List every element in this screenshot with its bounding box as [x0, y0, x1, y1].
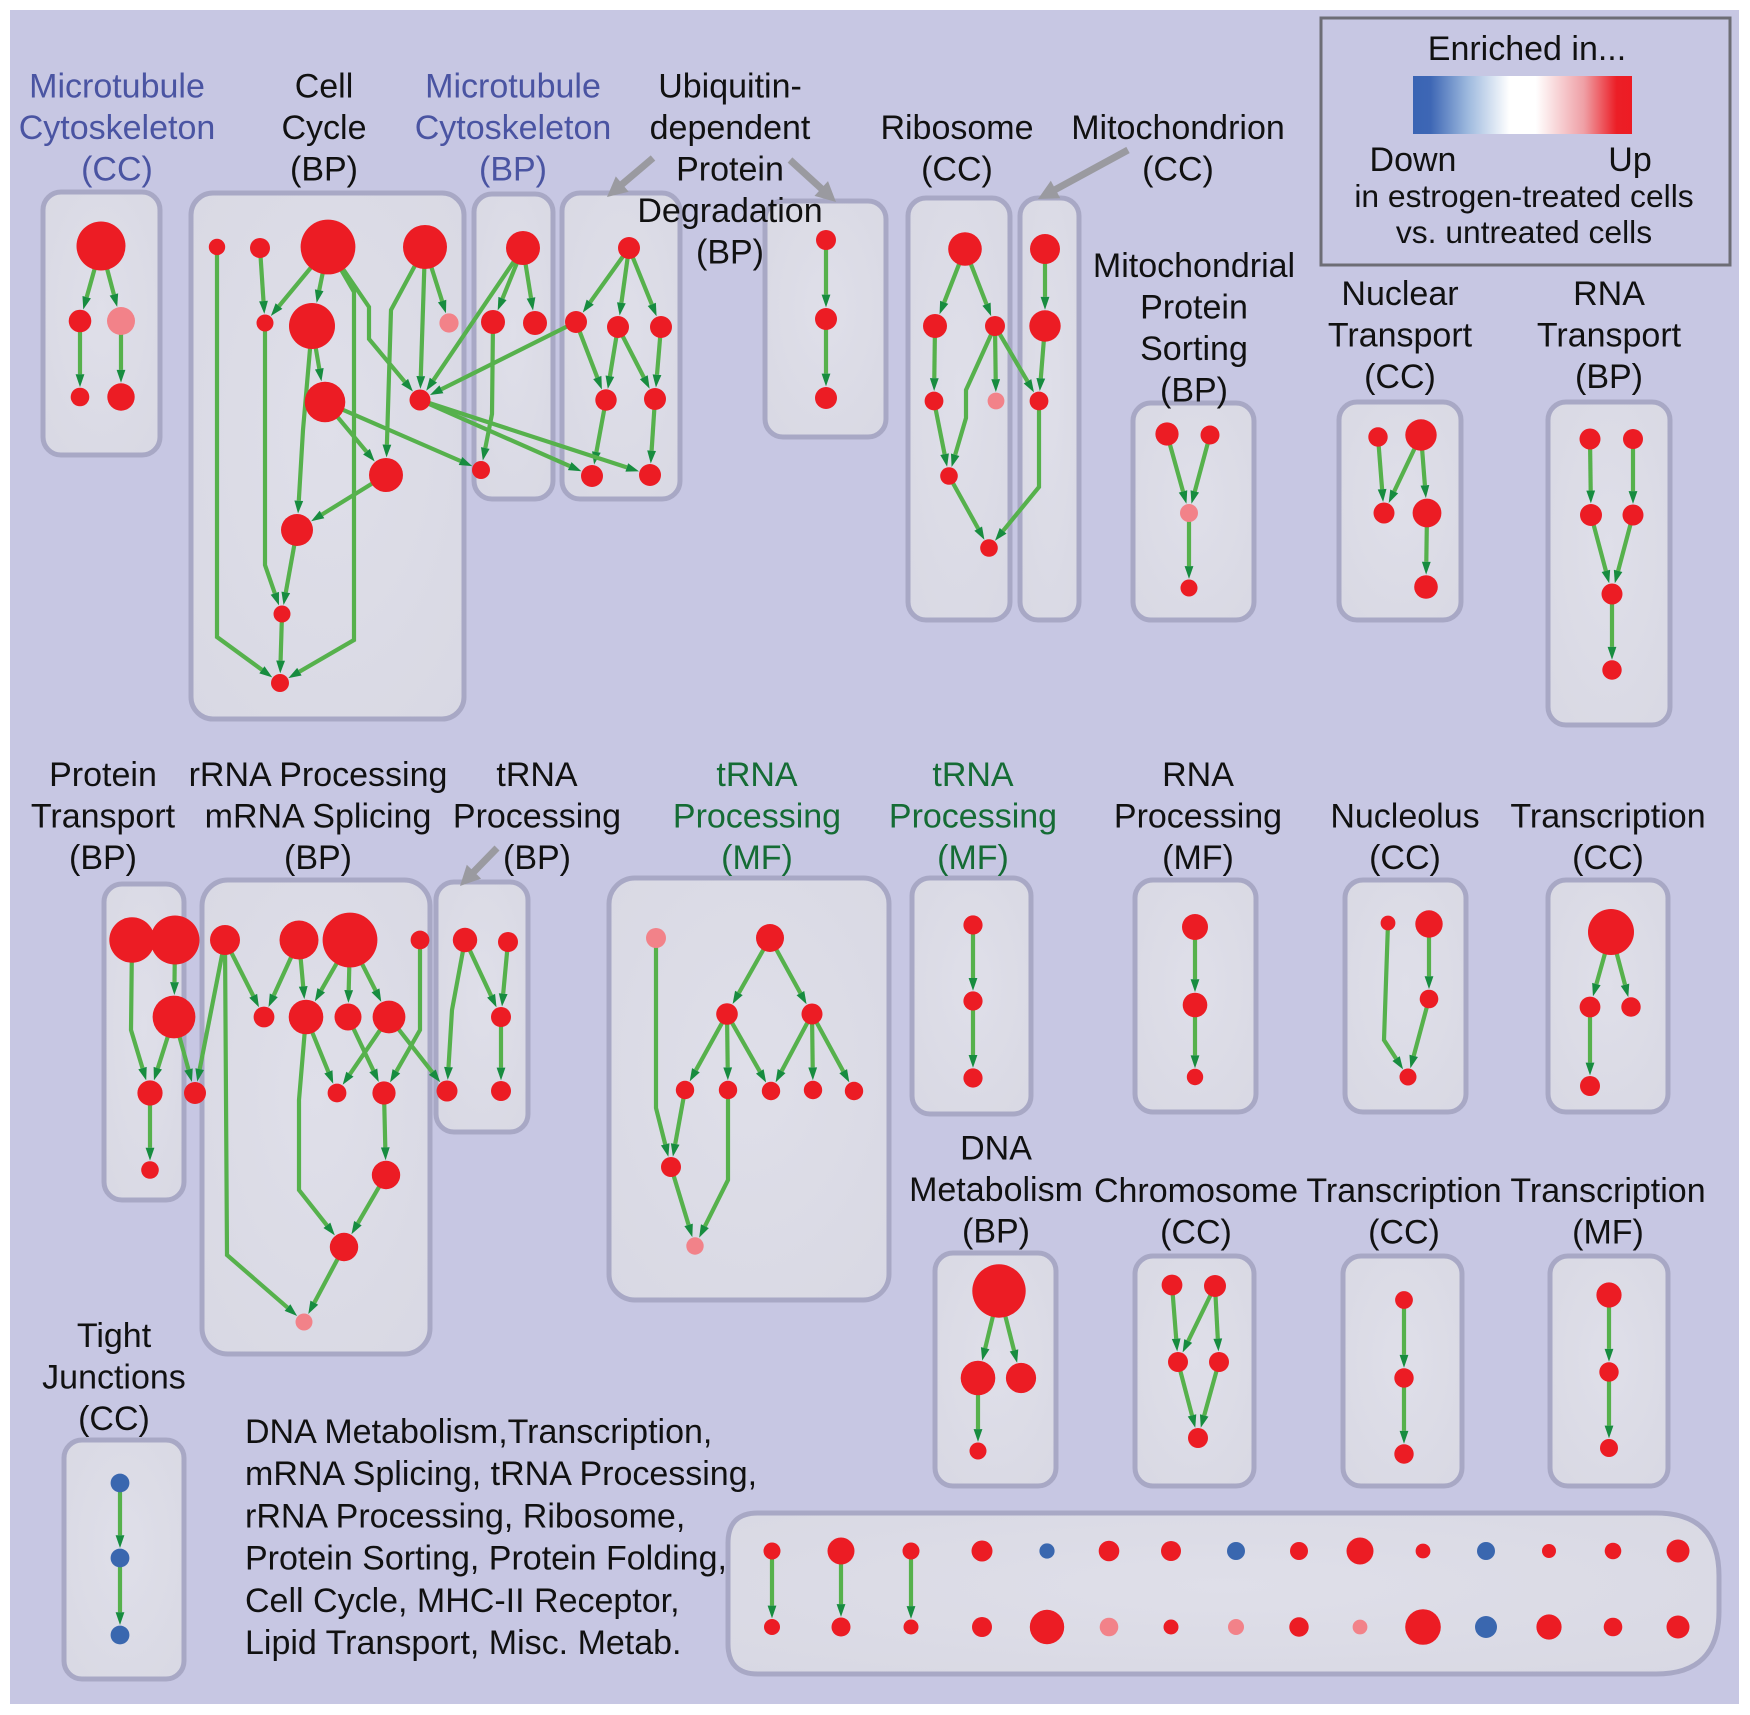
svg-text:(CC): (CC): [1160, 1214, 1232, 1252]
svg-text:Transcription: Transcription: [1306, 1172, 1501, 1210]
svg-text:tRNA: tRNA: [716, 756, 798, 794]
svg-text:Down: Down: [1370, 141, 1457, 179]
svg-text:(CC): (CC): [1364, 358, 1436, 396]
svg-text:Transport: Transport: [1328, 317, 1473, 355]
svg-text:(MF): (MF): [937, 839, 1009, 877]
svg-text:Microtubule: Microtubule: [29, 68, 205, 106]
svg-text:Tight: Tight: [77, 1317, 152, 1355]
svg-text:Transport: Transport: [1537, 317, 1682, 355]
svg-text:(CC): (CC): [1368, 1214, 1440, 1252]
svg-text:mRNA Splicing: mRNA Splicing: [205, 798, 432, 836]
svg-text:(MF): (MF): [1572, 1214, 1644, 1252]
svg-text:rRNA Processing: rRNA Processing: [189, 756, 448, 794]
svg-text:Cell: Cell: [295, 68, 354, 106]
svg-text:(BP): (BP): [1160, 372, 1228, 410]
svg-text:Cytoskeleton: Cytoskeleton: [415, 109, 612, 147]
svg-text:(BP): (BP): [290, 151, 358, 189]
svg-text:(BP): (BP): [962, 1213, 1030, 1251]
svg-text:(MF): (MF): [1162, 839, 1234, 877]
svg-text:(BP): (BP): [69, 839, 137, 877]
svg-text:DNA: DNA: [960, 1130, 1032, 1168]
svg-text:Processing: Processing: [673, 798, 841, 836]
svg-text:Processing: Processing: [889, 798, 1057, 836]
svg-text:Protein: Protein: [49, 756, 157, 794]
svg-text:Cytoskeleton: Cytoskeleton: [19, 109, 216, 147]
svg-text:Up: Up: [1608, 141, 1651, 179]
svg-text:Nuclear: Nuclear: [1341, 275, 1458, 313]
svg-text:(BP): (BP): [1575, 358, 1643, 396]
svg-text:Protein: Protein: [676, 151, 784, 189]
svg-text:tRNA: tRNA: [496, 756, 578, 794]
svg-text:Cycle: Cycle: [281, 109, 366, 147]
svg-text:vs. untreated cells: vs. untreated cells: [1396, 214, 1652, 250]
svg-text:RNA: RNA: [1573, 275, 1645, 313]
svg-text:Transcription: Transcription: [1510, 798, 1705, 836]
svg-text:Degradation: Degradation: [637, 192, 822, 230]
svg-text:(CC): (CC): [921, 151, 993, 189]
svg-text:Processing: Processing: [1114, 798, 1282, 836]
svg-text:(MF): (MF): [721, 839, 793, 877]
svg-text:DNA Metabolism,Transcription,: DNA Metabolism,Transcription,: [245, 1413, 712, 1451]
svg-text:Junctions: Junctions: [42, 1359, 186, 1397]
svg-text:Transport: Transport: [31, 798, 176, 836]
svg-text:Nucleolus: Nucleolus: [1330, 798, 1479, 836]
svg-text:Microtubule: Microtubule: [425, 68, 601, 106]
svg-text:Lipid Transport, Misc. Metab.: Lipid Transport, Misc. Metab.: [245, 1624, 682, 1662]
svg-text:(BP): (BP): [503, 839, 571, 877]
svg-text:Protein Sorting, Protein Foldi: Protein Sorting, Protein Folding,: [245, 1540, 727, 1578]
svg-text:(CC): (CC): [81, 151, 153, 189]
svg-text:(CC): (CC): [1142, 151, 1214, 189]
svg-text:Processing: Processing: [453, 798, 621, 836]
svg-text:Ubiquitin-: Ubiquitin-: [658, 68, 802, 106]
svg-text:tRNA: tRNA: [932, 756, 1014, 794]
svg-text:Transcription: Transcription: [1510, 1172, 1705, 1210]
svg-text:mRNA Splicing, tRNA Processing: mRNA Splicing, tRNA Processing,: [245, 1455, 757, 1493]
svg-text:RNA: RNA: [1162, 756, 1234, 794]
svg-text:rRNA Processing, Ribosome,: rRNA Processing, Ribosome,: [245, 1497, 685, 1535]
svg-text:(CC): (CC): [78, 1400, 150, 1438]
svg-text:in estrogen-treated cells: in estrogen-treated cells: [1354, 178, 1693, 214]
svg-text:(CC): (CC): [1369, 839, 1441, 877]
svg-text:Mitochondrial: Mitochondrial: [1093, 247, 1295, 285]
svg-text:Chromosome: Chromosome: [1094, 1172, 1298, 1210]
svg-text:Mitochondrion: Mitochondrion: [1071, 109, 1285, 147]
svg-text:Enriched in...: Enriched in...: [1428, 30, 1626, 68]
svg-text:(BP): (BP): [479, 151, 547, 189]
svg-text:(BP): (BP): [284, 839, 352, 877]
svg-text:Sorting: Sorting: [1140, 330, 1248, 368]
svg-text:Metabolism: Metabolism: [909, 1171, 1083, 1209]
svg-text:dependent: dependent: [650, 109, 811, 147]
svg-text:Protein: Protein: [1140, 289, 1248, 327]
svg-text:(CC): (CC): [1572, 839, 1644, 877]
svg-text:Ribosome: Ribosome: [880, 109, 1033, 147]
svg-text:(BP): (BP): [696, 234, 764, 272]
svg-text:Cell Cycle, MHC-II Receptor,: Cell Cycle, MHC-II Receptor,: [245, 1582, 680, 1620]
